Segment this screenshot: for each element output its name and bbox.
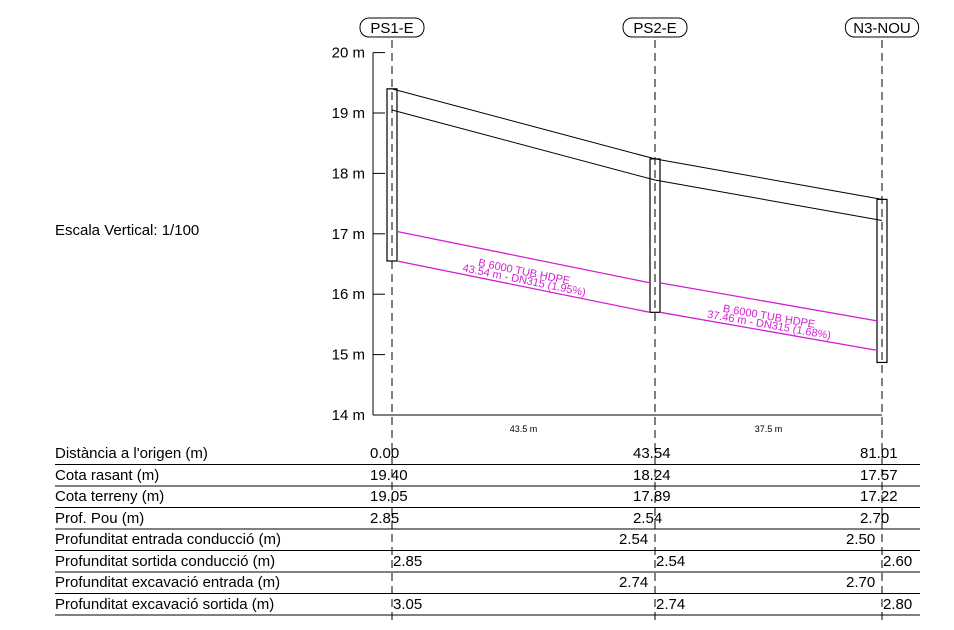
y-tick-label: 18 m xyxy=(332,165,365,182)
table-cell: 2.60 xyxy=(883,552,913,570)
table-cell: 81.01 xyxy=(860,445,898,462)
table-cell: 2.85 xyxy=(370,509,400,527)
manhole-shaft xyxy=(386,88,398,262)
y-tick-label: 20 m xyxy=(332,45,365,62)
vertical-scale-label: Escala Vertical: 1/100 xyxy=(55,222,200,239)
ground-line xyxy=(391,88,883,200)
y-tick-label: 15 m xyxy=(332,347,365,364)
table-cell: 2.54 xyxy=(619,531,649,548)
well-name-label: N3-NOU xyxy=(853,20,911,37)
table-cell: 17.89 xyxy=(633,488,671,505)
table-cell: 17.57 xyxy=(860,466,898,484)
table-cell: 43.54 xyxy=(633,445,671,462)
table-cell: 2.70 xyxy=(846,574,876,591)
pipe-top-line xyxy=(396,230,651,284)
well-name-label: PS2-E xyxy=(633,20,676,37)
y-tick-label: 16 m xyxy=(332,286,365,303)
table-cell: 3.05 xyxy=(393,595,423,613)
y-tick-label: 19 m xyxy=(332,105,365,122)
table-cell: 18.24 xyxy=(633,466,671,484)
table-cell: 2.74 xyxy=(619,574,649,591)
well-name-box xyxy=(359,17,425,38)
pipe-top-line xyxy=(659,282,878,322)
table-row-label: Profunditat entrada conducció (m) xyxy=(55,531,281,548)
pipe-bottom-line xyxy=(396,260,651,313)
manhole-shaft xyxy=(649,158,661,313)
pipe-bottom-line xyxy=(659,311,878,352)
table-cell: 0.00 xyxy=(370,445,400,462)
y-tick-label: 17 m xyxy=(332,226,365,243)
segment-length-label: 43.5 m xyxy=(510,424,538,434)
table-cell: 17.22 xyxy=(860,488,898,505)
well-name-label: PS1-E xyxy=(370,20,413,37)
table-cell: 2.50 xyxy=(846,531,876,548)
table-cell: 2.74 xyxy=(656,595,686,613)
well-name-box xyxy=(844,17,920,38)
table-cell: 2.85 xyxy=(393,552,423,570)
y-tick-label: 14 m xyxy=(332,407,365,424)
table-row-label: Profunditat excavació sortida (m) xyxy=(55,595,275,613)
table-cell: 2.80 xyxy=(883,595,913,613)
table-row-label: Cota rasant (m) xyxy=(55,466,160,484)
table-row-label: Profunditat sortida conducció (m) xyxy=(55,552,276,570)
table-row-label: Distància a l'origen (m) xyxy=(55,445,208,462)
table-cell: 19.05 xyxy=(370,488,408,505)
well-name-box xyxy=(622,17,688,38)
table-cell: 2.54 xyxy=(633,509,663,527)
manhole-shaft xyxy=(876,198,888,364)
terrain-line xyxy=(391,109,883,222)
table-cell: 19.40 xyxy=(370,466,408,484)
table-cell: 2.54 xyxy=(656,552,686,570)
table-row-label: Prof. Pou (m) xyxy=(55,509,145,527)
segment-length-label: 37.5 m xyxy=(755,424,783,434)
table-row-label: Profunditat excavació entrada (m) xyxy=(55,574,281,591)
table-cell: 2.70 xyxy=(860,509,890,527)
table-row-label: Cota terreny (m) xyxy=(55,488,165,505)
